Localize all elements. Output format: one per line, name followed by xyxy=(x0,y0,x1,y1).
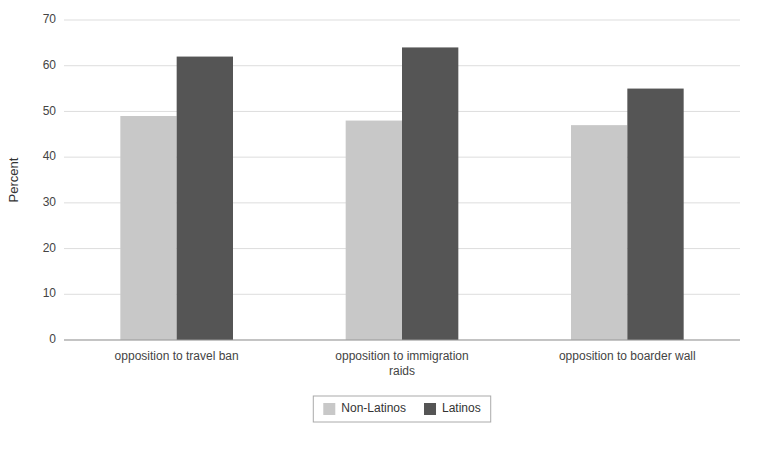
y-tick-label: 60 xyxy=(43,58,57,72)
chart: 0 10 20 30 40 50 60 70 Percent opposition to trav… xyxy=(0,0,760,450)
bar xyxy=(346,121,402,340)
bar xyxy=(177,57,233,340)
legend-label: Latinos xyxy=(442,401,481,415)
y-tick-label: 30 xyxy=(43,195,57,209)
legend-swatch xyxy=(424,403,436,415)
legend-frame xyxy=(313,396,490,422)
x-tick-label: opposition to travel ban xyxy=(115,349,239,363)
legend: Non-Latinos Latinos xyxy=(313,396,490,422)
y-tick-label: 40 xyxy=(43,149,57,163)
grid xyxy=(64,20,740,340)
y-tick-label: 0 xyxy=(49,332,56,346)
y-tick-label: 70 xyxy=(43,12,57,26)
bar xyxy=(627,89,683,340)
legend-swatch xyxy=(323,403,335,415)
x-tick-label: opposition to boarder wall xyxy=(559,349,696,363)
x-tick-label: opposition to immigrationraids xyxy=(335,349,468,378)
bar xyxy=(120,116,176,340)
y-axis-label: Percent xyxy=(6,157,21,202)
grid-line xyxy=(64,340,740,341)
y-tick-label: 50 xyxy=(43,104,57,118)
x-axis-line xyxy=(64,340,740,341)
grid-line xyxy=(64,20,740,21)
legend-label: Non-Latinos xyxy=(341,401,406,415)
y-tick-label: 10 xyxy=(43,286,57,300)
bar xyxy=(402,47,458,340)
bar xyxy=(571,125,627,340)
y-tick-label: 20 xyxy=(43,241,57,255)
bars xyxy=(120,47,683,340)
